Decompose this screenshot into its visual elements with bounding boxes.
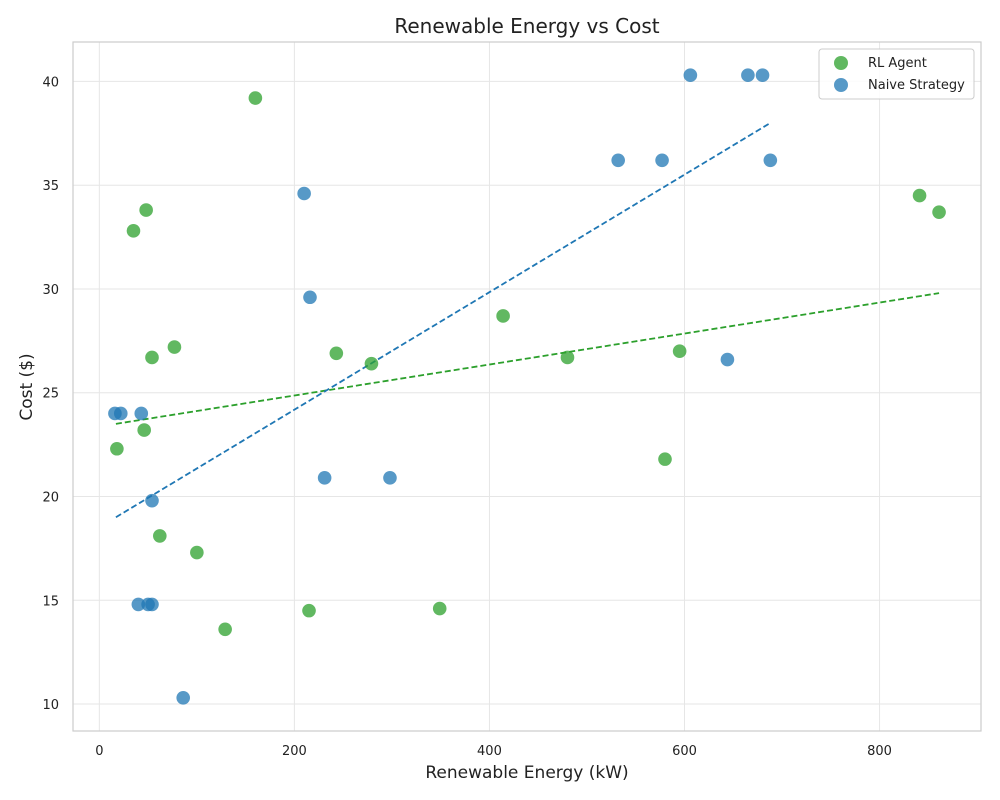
legend-marker-rl-agent <box>834 56 848 70</box>
point-naive-strategy <box>763 153 778 168</box>
point-rl-agent <box>329 346 344 361</box>
point-rl-agent <box>110 441 124 456</box>
point-naive-strategy <box>145 597 159 612</box>
point-naive-strategy <box>611 153 625 168</box>
point-naive-strategy <box>317 471 332 485</box>
point-naive-strategy <box>683 68 698 83</box>
point-rl-agent <box>672 344 687 359</box>
chart-title: Renewable Energy vs Cost <box>394 14 659 38</box>
point-rl-agent <box>932 205 946 219</box>
point-naive-strategy <box>720 352 735 367</box>
y-tick-label: 40 <box>42 75 59 90</box>
point-rl-agent <box>912 188 927 203</box>
point-naive-strategy <box>655 153 669 168</box>
legend-box <box>818 48 975 100</box>
point-rl-agent <box>432 601 447 616</box>
y-axis-label: Cost ($) <box>17 353 37 420</box>
point-rl-agent <box>218 622 232 637</box>
point-rl-agent <box>167 340 182 354</box>
point-naive-strategy <box>134 406 149 421</box>
point-rl-agent <box>153 529 167 543</box>
point-naive-strategy <box>383 471 397 485</box>
point-naive-strategy <box>145 493 159 508</box>
x-axis-ticks: 0 200 400 600 800 <box>95 744 892 759</box>
point-rl-agent <box>560 350 575 365</box>
x-tick-label: 0 <box>95 744 103 759</box>
point-naive-strategy <box>741 68 755 83</box>
trend-line-rl-agent <box>115 292 940 425</box>
data-points <box>108 68 946 705</box>
point-rl-agent <box>190 545 204 560</box>
point-rl-agent <box>496 309 510 323</box>
plot-frame <box>72 41 982 732</box>
legend-label-rl-agent: RL Agent <box>868 56 927 71</box>
x-tick-label: 200 <box>282 744 307 759</box>
legend-label-naive-strategy: Naive Strategy <box>868 78 965 93</box>
point-naive-strategy <box>131 597 146 612</box>
trend-lines <box>115 122 940 519</box>
legend-marker-naive-strategy <box>834 78 848 92</box>
trend-line-naive-strategy <box>115 122 771 519</box>
y-tick-label: 25 <box>42 387 59 402</box>
y-tick-label: 35 <box>42 179 59 194</box>
y-axis-ticks: 10 15 20 25 30 35 40 <box>42 75 59 713</box>
point-rl-agent <box>302 603 316 618</box>
point-rl-agent <box>126 224 141 238</box>
x-tick-label: 400 <box>477 744 502 759</box>
grid-lines <box>73 42 981 731</box>
x-tick-label: 800 <box>867 744 892 759</box>
point-naive-strategy <box>176 690 191 705</box>
y-tick-label: 20 <box>42 490 59 505</box>
point-naive-strategy <box>297 186 311 201</box>
point-rl-agent <box>248 91 263 105</box>
point-rl-agent <box>658 452 672 466</box>
point-naive-strategy <box>755 68 770 83</box>
y-tick-label: 15 <box>42 594 59 609</box>
point-naive-strategy <box>303 290 317 305</box>
point-naive-strategy <box>113 406 128 421</box>
x-tick-label: 600 <box>672 744 697 759</box>
point-rl-agent <box>137 423 151 437</box>
legend: RL Agent Naive Strategy <box>818 48 975 100</box>
point-rl-agent <box>145 350 159 365</box>
y-tick-label: 10 <box>42 698 59 713</box>
point-rl-agent <box>139 203 153 217</box>
x-axis-label: Renewable Energy (kW) <box>425 763 628 783</box>
point-rl-agent <box>364 356 379 371</box>
y-tick-label: 30 <box>42 283 59 298</box>
